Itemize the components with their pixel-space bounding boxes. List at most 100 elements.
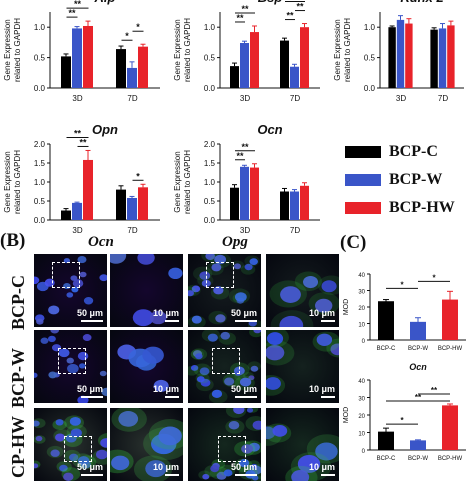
x-tick-label: 3D <box>240 94 250 103</box>
y-tick-label: 20 <box>358 414 365 420</box>
micrograph-tile: 10 μm <box>110 254 183 327</box>
nucleus <box>280 286 301 303</box>
nucleus <box>239 377 252 387</box>
nucleus <box>158 426 182 446</box>
scale-bar-label: 10 μm <box>152 384 179 394</box>
significance-label: ** <box>286 11 294 21</box>
significance-label: * <box>293 0 297 3</box>
panel-label-c: (C) <box>340 232 367 253</box>
legend-swatch <box>345 146 381 158</box>
bar <box>378 301 394 340</box>
bar <box>72 202 82 220</box>
bar <box>127 197 137 220</box>
y-tick-label: 40 <box>358 273 365 279</box>
nucleus <box>153 379 169 392</box>
nucleus <box>69 453 79 462</box>
y-tick-label: 0 <box>362 339 366 345</box>
nucleus <box>66 357 74 364</box>
nucleus <box>101 387 107 397</box>
y-tick-label: 1.5 <box>204 159 216 168</box>
bar <box>280 191 289 220</box>
chart-title: Alp <box>94 0 116 5</box>
x-tick-label: 7D <box>290 94 300 103</box>
nucleus <box>234 292 247 302</box>
nucleus <box>188 290 194 297</box>
zoom-region-box <box>206 262 234 288</box>
x-tick-label: 3D <box>72 94 82 103</box>
y-axis-label: related to GAPDH <box>183 150 192 214</box>
micrograph-image <box>269 271 339 327</box>
nucleus <box>220 331 231 340</box>
nucleus <box>233 408 245 415</box>
nucleus <box>78 363 86 369</box>
chart-title: Ocn <box>409 362 427 372</box>
significance-label: ** <box>431 386 438 395</box>
y-tick-label: 0.5 <box>204 54 216 63</box>
x-tick-label: BCP-W <box>408 456 428 462</box>
nucleus <box>70 275 78 281</box>
scale-bar-label: 10 μm <box>152 308 179 318</box>
nucleus <box>100 438 107 448</box>
row-label-bcp-c: BCP-C <box>8 275 28 330</box>
nucleus <box>50 330 60 334</box>
scale-bar <box>81 474 103 476</box>
scale-bar-label: 50 μm <box>76 462 103 472</box>
nucleus <box>63 258 71 264</box>
micrograph-tile: 50 μm <box>188 254 261 327</box>
scale-bar-label: 10 μm <box>308 308 335 318</box>
micrograph-tile: 50 μm <box>34 254 107 327</box>
x-tick-label: BCP-W <box>408 346 428 352</box>
nucleus <box>191 285 201 293</box>
nucleus <box>72 279 84 288</box>
nucleus <box>35 435 43 442</box>
nucleus <box>250 463 258 470</box>
chart-mod-opg: MOD 0 10 20 30 40 BCP-C BCP-W BCP-HW * * <box>343 273 466 352</box>
legend-item-bcp-hw: BCP-HW <box>345 194 470 222</box>
y-tick-label: 20 <box>358 306 365 312</box>
nucleus <box>137 254 155 265</box>
scale-bar <box>165 396 179 398</box>
zoom-region-box <box>58 348 86 374</box>
y-tick-label: 0.0 <box>34 84 46 93</box>
nucleus <box>199 271 211 280</box>
x-tick-label: BCP-HW <box>438 456 463 462</box>
chart-title: Opn <box>92 122 118 137</box>
x-tick-label: BCP-C <box>377 456 396 462</box>
y-tick-label: 2.0 <box>34 140 46 149</box>
nucleus <box>252 420 261 430</box>
micrograph-tile: 50 μm <box>34 330 107 403</box>
bar <box>388 27 396 88</box>
nucleus <box>59 464 68 472</box>
nucleus <box>211 263 222 272</box>
legend-swatch <box>345 174 381 186</box>
bar <box>378 431 394 450</box>
nucleus <box>215 314 226 323</box>
legend-label: BCP-W <box>389 171 443 188</box>
x-tick-label: 3D <box>396 94 406 103</box>
y-tick-label: 1.0 <box>204 178 216 187</box>
y-tick-label: 30 <box>358 290 365 296</box>
significance-label: * <box>432 273 436 282</box>
bar <box>127 67 137 88</box>
nucleus <box>118 410 139 427</box>
y-axis-label: MOD <box>343 407 350 423</box>
significance-label: ** <box>296 2 304 12</box>
y-tick-label: 10 <box>358 323 365 329</box>
scale-bar <box>81 396 103 398</box>
panel-label-b: (B) <box>0 230 26 251</box>
bar <box>442 299 458 340</box>
micrograph-image <box>110 408 183 481</box>
x-tick-label: BCP-C <box>377 346 396 352</box>
y-axis-label: Gene Expression <box>173 151 182 212</box>
nucleus <box>50 449 60 457</box>
nucleus <box>69 416 81 426</box>
bar <box>116 49 126 88</box>
nucleus <box>55 433 66 442</box>
nucleus <box>67 363 79 374</box>
significance-label: ** <box>74 128 82 138</box>
bar <box>61 210 71 220</box>
nucleus <box>99 370 107 377</box>
